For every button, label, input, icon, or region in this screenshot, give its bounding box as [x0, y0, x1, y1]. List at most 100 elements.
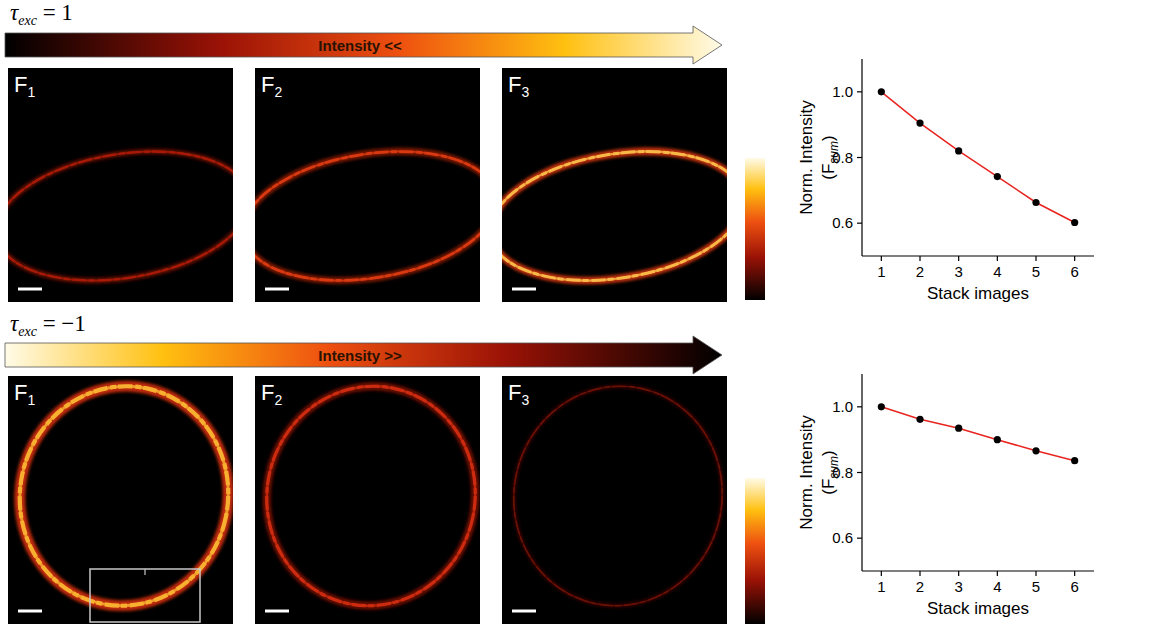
axes: 0.60.81.0123456 [832, 374, 1094, 595]
y-axis-title-2: (Fsum) [819, 450, 841, 494]
data-point [955, 425, 962, 432]
x-tick [919, 256, 920, 261]
data-point [916, 119, 923, 126]
tau-rest: = 1 [37, 0, 73, 25]
x-tick [1035, 256, 1036, 261]
frame-label: F1 [14, 380, 35, 408]
data-point [994, 436, 1001, 443]
membrane-halo [502, 135, 727, 298]
x-tick-label: 2 [916, 578, 924, 595]
membrane-halo [8, 376, 233, 624]
x-axis-line [862, 255, 1094, 256]
fit-line [881, 92, 1074, 223]
colorbar [745, 158, 765, 300]
x-tick-label: 2 [916, 263, 924, 280]
membrane-core [502, 135, 727, 298]
data-point [878, 403, 885, 410]
y-tick-label: 1.0 [832, 83, 853, 100]
x-tick [958, 571, 959, 576]
scale-bar [265, 610, 289, 613]
y-axis-title-2: (Fsum) [819, 135, 841, 179]
membrane-halo [8, 135, 233, 298]
membrane-halo [255, 135, 480, 298]
tau-label: τexc = 1 [10, 0, 73, 28]
y-tick-label: 0.6 [832, 214, 853, 231]
membrane-core [255, 135, 480, 298]
data-point [1071, 457, 1078, 464]
tau-sub: exc [18, 324, 37, 339]
x-tick [1074, 256, 1075, 261]
micrograph [8, 68, 233, 302]
data-point [1032, 199, 1039, 206]
data-point [878, 88, 885, 95]
data-point [955, 147, 962, 154]
x-tick-label: 6 [1070, 263, 1078, 280]
y-tick [857, 538, 862, 539]
data-point [1071, 219, 1078, 226]
frame-label: F1 [14, 72, 35, 100]
membrane [8, 135, 233, 298]
tau-rest: = −1 [37, 311, 86, 336]
membrane [255, 376, 480, 624]
x-tick [919, 571, 920, 576]
y-tick-label: 1.0 [832, 398, 853, 415]
membrane-core [502, 376, 727, 624]
zoom-box [90, 569, 200, 622]
image-background [502, 376, 727, 624]
frame-label: F2 [261, 380, 282, 408]
data-point [1032, 447, 1039, 454]
x-axis-title: Stack images [927, 599, 1029, 618]
x-tick-label: 5 [1032, 263, 1040, 280]
tau-sub: exc [18, 13, 37, 28]
x-tick [997, 256, 998, 261]
image-background [255, 68, 480, 302]
axes: 0.60.81.0123456 [832, 59, 1094, 280]
y-tick [857, 472, 862, 473]
y-tick [857, 223, 862, 224]
tau-label: τexc = −1 [10, 311, 86, 339]
figure: τexc = 1Intensity <<F1F2F3τexc = −1Inten… [0, 0, 1158, 632]
micrograph [255, 68, 480, 302]
x-tick [1074, 571, 1075, 576]
x-tick-label: 3 [954, 578, 962, 595]
scale-bar [512, 610, 536, 613]
image-background [8, 68, 233, 302]
y-axis-title: Norm. Intensity [797, 100, 816, 215]
membrane [502, 376, 727, 624]
y-tick [857, 157, 862, 158]
membrane-halo [255, 376, 480, 624]
micrograph [502, 376, 727, 624]
micrograph [8, 376, 233, 624]
y-axis-title: Norm. Intensity [797, 415, 816, 530]
frame-label: F2 [261, 72, 282, 100]
zoom-box-tick [144, 569, 145, 575]
x-tick-label: 1 [877, 578, 885, 595]
membrane-core [8, 135, 233, 298]
x-axis-title: Stack images [927, 284, 1029, 303]
arrow-text: Intensity >> [318, 347, 402, 364]
membrane [8, 376, 233, 624]
x-tick-label: 1 [877, 263, 885, 280]
colorbar [745, 478, 765, 624]
x-tick [997, 571, 998, 576]
data-point [916, 416, 923, 423]
membrane [502, 135, 727, 298]
scale-bar [265, 288, 289, 291]
membrane-core [8, 376, 233, 624]
x-tick-label: 4 [993, 263, 1001, 280]
x-tick [881, 256, 882, 261]
x-tick-label: 5 [1032, 578, 1040, 595]
x-tick-label: 6 [1070, 578, 1078, 595]
plot-data [878, 403, 1079, 464]
membrane-core [255, 376, 480, 624]
y-tick [857, 406, 862, 407]
x-tick [1035, 571, 1036, 576]
micrograph [502, 68, 727, 302]
x-tick [881, 571, 882, 576]
scale-bar [18, 288, 42, 291]
image-background [502, 68, 727, 302]
x-tick-label: 3 [954, 263, 962, 280]
y-tick-label: 0.6 [832, 529, 853, 546]
plot-data [878, 88, 1079, 226]
x-axis-line [862, 570, 1094, 571]
